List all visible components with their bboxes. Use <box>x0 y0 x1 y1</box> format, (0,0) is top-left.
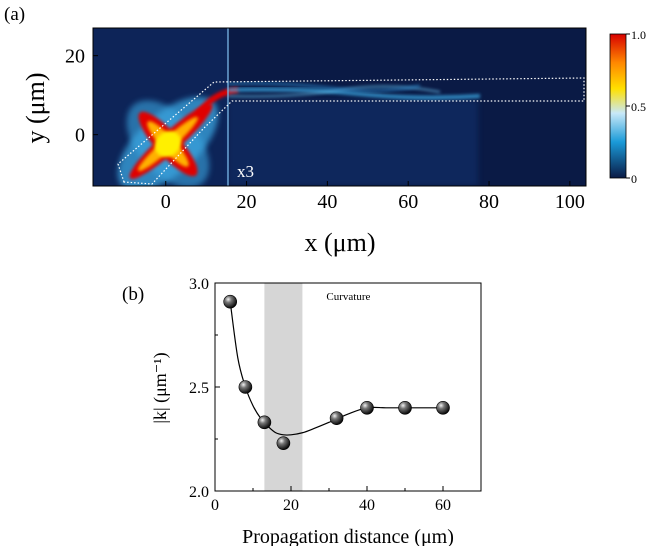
data-point <box>257 415 272 430</box>
guided-light-3 <box>227 82 421 93</box>
curvature-shaded-region <box>264 283 303 491</box>
y-axis-label-a: y (μm) <box>21 73 50 144</box>
beam-center <box>154 131 182 157</box>
data-points <box>223 294 450 450</box>
colorbar-ticks: 1.0 0.5 0 <box>626 28 646 186</box>
x-tick-label-b: 20 <box>283 497 299 514</box>
data-point <box>398 400 412 415</box>
waveguide-outline <box>117 77 585 185</box>
x-tick-label-a: 100 <box>555 191 585 213</box>
scatter-glow <box>228 100 478 186</box>
panel-b-label: (b) <box>122 284 144 305</box>
data-point <box>436 400 450 415</box>
x-tick-label-a: 20 <box>237 191 257 213</box>
colorbar-tick-label: 0.5 <box>631 100 646 114</box>
curvature-label: Curvature <box>326 291 370 303</box>
y-tick-label-a: 0 <box>75 125 85 147</box>
x-axis-label-b: Propagation distance (μm) <box>242 526 454 546</box>
panel-a: (a) <box>4 4 646 257</box>
data-point <box>223 294 237 309</box>
plot-frame-b <box>214 282 482 492</box>
axis-a: 0 20 40 60 80 100 20 0 <box>65 46 585 213</box>
panel-a-label: (a) <box>4 4 25 25</box>
axis-b: 0 20 40 60 2.0 2.5 3.0 <box>189 276 451 514</box>
guided-light-1 <box>227 87 481 100</box>
plot-frame-a <box>92 27 587 187</box>
x-tick-label-a: 60 <box>398 191 418 213</box>
input-beam <box>117 96 219 186</box>
colorbar-tick-label: 0 <box>631 172 637 186</box>
data-point <box>238 380 253 394</box>
colorbar-tick-label: 1.0 <box>631 28 646 42</box>
data-point <box>276 436 291 450</box>
data-point <box>360 400 374 415</box>
panel-b: (b) Curvature 0 20 40 60 2.0 2.5 3.0 Propagati… <box>122 276 482 546</box>
x-tick-label-a: 40 <box>317 191 337 213</box>
x-tick-label-a: 0 <box>161 191 171 213</box>
y-tick-label-b: 2.5 <box>189 380 209 397</box>
y-axis-label-b: |k| (μm⁻¹) <box>150 352 171 423</box>
x-tick-label-b: 40 <box>359 497 375 514</box>
heatmap-image <box>93 28 586 186</box>
x-axis-label-a: x (μm) <box>305 228 376 257</box>
colorbar <box>609 33 627 179</box>
x-tick-label-a: 80 <box>479 191 499 213</box>
annotation-x3: x3 <box>237 162 254 181</box>
data-point <box>329 411 344 426</box>
x-tick-label-b: 0 <box>211 497 219 514</box>
fit-curve <box>229 301 443 436</box>
y-tick-label-a: 20 <box>65 46 85 68</box>
x-tick-label-b: 60 <box>435 497 451 514</box>
y-tick-label-b: 2.0 <box>189 484 209 501</box>
y-tick-label-b: 3.0 <box>189 276 209 293</box>
